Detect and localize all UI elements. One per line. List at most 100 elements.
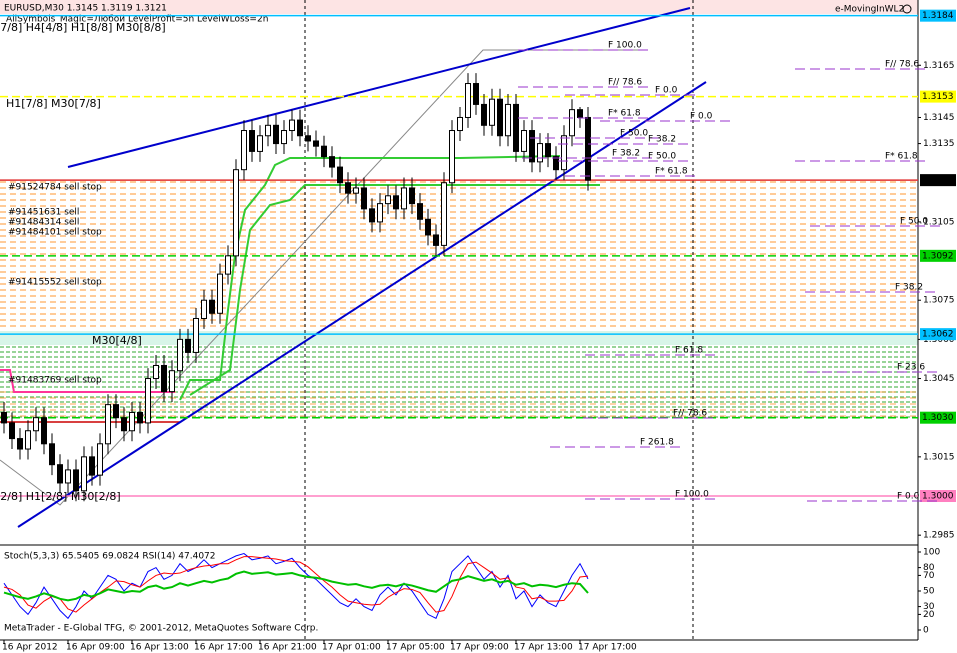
fibo-label: F* 61.8 xyxy=(655,167,688,177)
y-tick-label: 100 xyxy=(923,548,940,558)
stop-line xyxy=(189,184,600,396)
murrey-label: [2/8] H1[2/8] M30[2/8] xyxy=(0,490,121,503)
candle-body xyxy=(561,135,567,171)
candle-body xyxy=(529,130,535,163)
x-tick-label: 17 Apr 17:00 xyxy=(578,643,637,653)
candle-body xyxy=(233,169,239,257)
candle-body xyxy=(585,116,591,181)
footer: MetaTrader - E-Global TFG, © 2001-2012, … xyxy=(4,624,318,634)
candle-body xyxy=(393,195,399,210)
x-tick-label: 16 Apr 17:00 xyxy=(194,643,253,653)
candle-body xyxy=(321,145,327,158)
candle-body xyxy=(577,109,583,118)
candle-body xyxy=(441,182,447,246)
candle-body xyxy=(265,124,271,137)
candle-body xyxy=(473,83,479,105)
fibo-label: F 50.0 xyxy=(648,152,676,162)
fibo-label: F 100.0 xyxy=(675,490,709,500)
murrey-label: H1[7/8] M30[7/8] xyxy=(6,97,101,110)
candle-body xyxy=(89,456,95,476)
candle-body xyxy=(273,124,279,145)
level-badge xyxy=(920,490,956,503)
candle-body xyxy=(65,469,71,484)
order-label: #91484314 sell xyxy=(8,218,79,228)
oscillator-title: Stoch(5,3,3) 65.5405 69.0824 RSI(14) 47.… xyxy=(4,552,216,562)
x-tick-label: 17 Apr 09:00 xyxy=(450,643,509,653)
fibo-label: F 61.8 xyxy=(675,346,703,356)
chart-title: EURUSD,M30 1.3145 1.3119 1.3121 xyxy=(4,4,167,14)
x-tick-label: 16 Apr 2012 xyxy=(2,643,58,653)
fibo-label: F// 78.6 xyxy=(608,78,642,88)
y-tick-label: 1.3015 xyxy=(923,452,955,462)
y-tick-label: 80 xyxy=(923,563,935,573)
candle-body xyxy=(489,98,495,126)
x-tick-label: 16 Apr 21:00 xyxy=(258,643,317,653)
candle-body xyxy=(465,83,471,118)
candle-body xyxy=(153,364,159,380)
zone xyxy=(0,0,918,14)
smiley-icon xyxy=(902,4,912,14)
level-badge xyxy=(920,249,956,262)
pink-line xyxy=(0,369,175,393)
candle-body xyxy=(449,130,455,184)
candle-body xyxy=(297,119,303,137)
candle-body xyxy=(225,255,231,275)
fibo-label: F* 61.8 xyxy=(608,109,641,119)
order-label: #91415552 sell stop xyxy=(8,278,102,288)
candle-body xyxy=(361,187,367,210)
candle-body xyxy=(113,404,119,419)
level-badge xyxy=(920,90,956,103)
trendline xyxy=(67,7,691,168)
oscillator-line xyxy=(3,553,589,620)
candle-body xyxy=(17,438,23,450)
order-label: #91524784 sell stop xyxy=(8,183,102,193)
indicator-name: e-MovingInWL2 xyxy=(835,5,904,15)
fibo-label: F 50.0 xyxy=(900,217,928,227)
level-badge xyxy=(920,411,956,424)
level-label: 1.3062 xyxy=(922,330,954,340)
candle-body xyxy=(81,456,87,492)
y-tick-label: 1.2985 xyxy=(923,531,955,541)
candle-body xyxy=(457,116,463,132)
candle-body xyxy=(249,130,255,152)
y-tick-label: 0 xyxy=(923,626,929,636)
fibo-label: F 0.0 xyxy=(690,112,713,122)
candle-body xyxy=(201,299,207,319)
fibo-label: F 0.0 xyxy=(655,86,678,96)
candle-body xyxy=(145,378,151,424)
candle-body xyxy=(177,338,183,372)
candle-body xyxy=(193,317,199,353)
fibo-label: F// 78.6 xyxy=(673,409,707,419)
order-label: #91451631 sell xyxy=(8,208,79,218)
candle-body xyxy=(313,140,319,147)
oscillator-line xyxy=(3,570,589,602)
candle-body xyxy=(385,195,391,205)
candle-body xyxy=(433,234,439,246)
order-label: #91484101 sell stop xyxy=(8,228,102,238)
subtitle: AllSymbols_Magic=Любой LevelProfit=5n Le… xyxy=(6,15,268,25)
candle-body xyxy=(369,208,375,223)
candle-body xyxy=(217,273,223,314)
level-label: 1.3121 xyxy=(922,176,954,186)
y-tick-label: 70 xyxy=(923,571,935,581)
trendline xyxy=(17,81,707,528)
candle-body xyxy=(305,135,311,142)
candle-body xyxy=(505,103,511,137)
order-label: #91483769 sell stop xyxy=(8,376,102,386)
x-tick-label: 17 Apr 01:00 xyxy=(322,643,381,653)
candle-body xyxy=(137,411,143,424)
fibo-label: F 50.0 xyxy=(620,129,648,139)
y-tick-label: 1.3045 xyxy=(923,374,955,384)
candle-body xyxy=(9,422,15,440)
fibo-label: F 38.2 xyxy=(895,283,923,293)
y-tick-label: 1.3075 xyxy=(923,296,955,306)
x-tick-label: 17 Apr 05:00 xyxy=(386,643,445,653)
candle-body xyxy=(105,404,111,445)
candle-body xyxy=(329,156,335,168)
candle-body xyxy=(377,203,383,223)
candle-body xyxy=(209,299,215,314)
candle-body xyxy=(33,417,39,432)
candle-body xyxy=(41,417,47,445)
fibo-label: F 0.0 xyxy=(897,492,920,502)
